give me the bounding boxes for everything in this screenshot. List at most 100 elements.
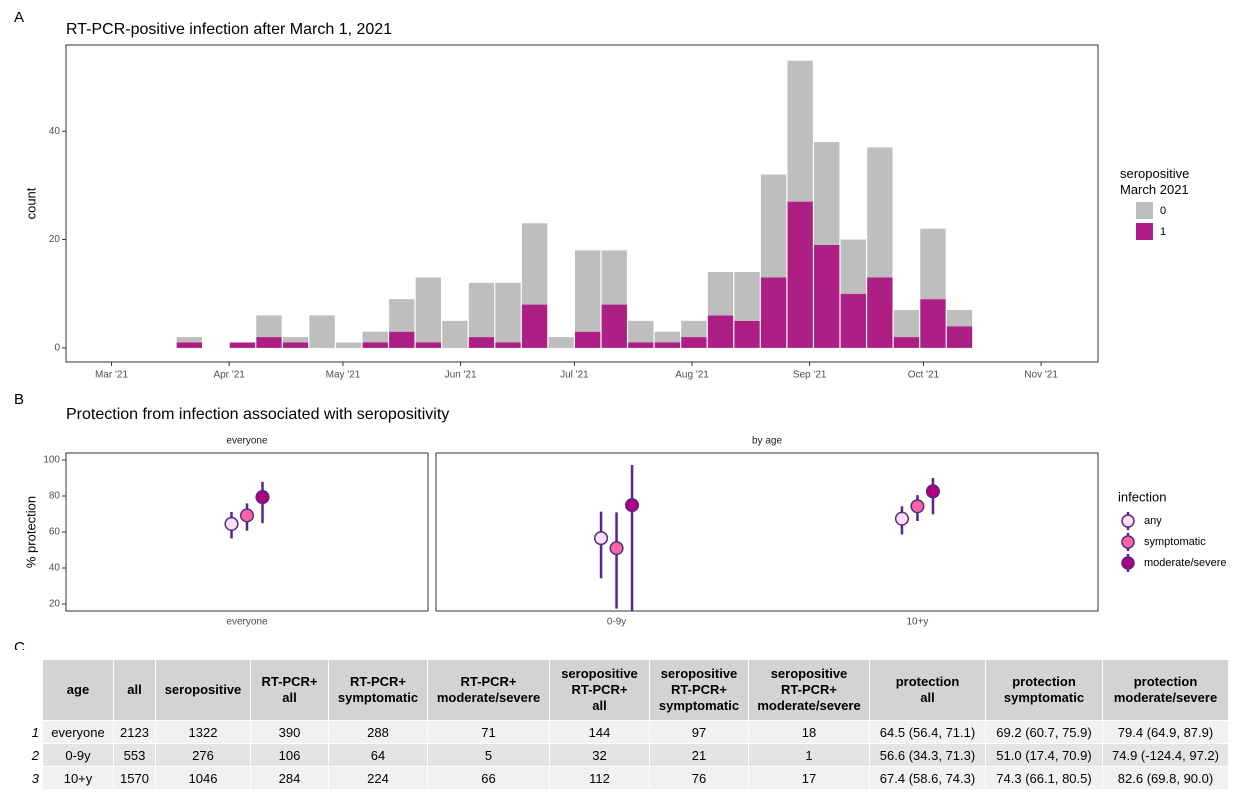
- y-tick-label: 60: [49, 527, 61, 538]
- bar-segment: [415, 277, 442, 343]
- bar-segment: [654, 331, 681, 343]
- y-tick-label: 40: [49, 563, 61, 574]
- bar-segment: [256, 337, 282, 348]
- table-cell: 76: [649, 766, 749, 790]
- bar-segment: [734, 320, 760, 348]
- table-cell: 390: [250, 720, 329, 744]
- facet-title: by age: [752, 436, 782, 447]
- table-cell: everyone: [42, 720, 114, 744]
- bar-segment: [495, 342, 521, 348]
- table-cell: 5: [427, 743, 550, 767]
- bar-segment: [681, 337, 707, 348]
- table-cell: 79.4 (64.9, 87.9): [1102, 720, 1229, 744]
- bar-segment: [946, 309, 973, 327]
- y-tick-label: 0: [54, 343, 60, 354]
- point: [255, 490, 270, 505]
- y-tick-label: 40: [49, 126, 61, 137]
- column-header: seropositive: [155, 659, 251, 721]
- table-cell: 106: [250, 743, 329, 767]
- table-cell: 284: [250, 766, 329, 790]
- column-header: seropositive RT-PCR+ symptomatic: [649, 659, 749, 721]
- column-header: protection all: [869, 659, 986, 721]
- panel-frame: [65, 44, 1099, 363]
- column-header: RT-PCR+ moderate/severe: [427, 659, 550, 721]
- bar-segment: [389, 331, 415, 348]
- table-cell: 97: [649, 720, 749, 744]
- bar-segment: [920, 228, 946, 300]
- legend-key: [1136, 223, 1153, 240]
- bar-segment: [760, 277, 787, 348]
- table-cell: 224: [328, 766, 428, 790]
- bar-segment: [468, 337, 495, 348]
- bar-segment: [946, 326, 973, 348]
- bar-segment: [840, 293, 866, 348]
- x-tick-label: Sep '21: [793, 370, 827, 381]
- table-cell: 17: [748, 766, 870, 790]
- bar-segment: [681, 320, 707, 338]
- legend-label: symptomatic: [1144, 536, 1206, 548]
- legend-label: 1: [1160, 226, 1166, 238]
- legend-label: any: [1144, 515, 1162, 527]
- bar-segment: [256, 315, 282, 338]
- legend-key: [1121, 514, 1135, 528]
- table-cell: 74.3 (66.1, 80.5): [985, 766, 1103, 790]
- point: [593, 531, 609, 546]
- bar-segment: [814, 244, 840, 348]
- bar-segment: [495, 282, 521, 343]
- bar-segment: [707, 315, 734, 348]
- table-cell: 21: [649, 743, 749, 767]
- x-tick-label: 0-9y: [607, 617, 626, 628]
- legend-title: infection: [1118, 489, 1166, 504]
- x-tick-label: Aug '21: [675, 370, 709, 381]
- table-cell: 288: [328, 720, 428, 744]
- x-tick-label: Nov '21: [1024, 370, 1058, 381]
- bar-segment: [920, 299, 946, 348]
- results-table: age all seropositive RT-PCR+ all RT-PCR+ sym…: [26, 659, 1229, 790]
- bar-segment: [468, 282, 495, 338]
- bar-segment: [415, 342, 442, 348]
- bar-segment: [707, 272, 734, 316]
- panel-label: A: [14, 9, 24, 26]
- y-axis-label: % protection: [23, 496, 38, 568]
- bar-segment: [282, 337, 309, 343]
- legend-key: [1136, 202, 1153, 219]
- bar-segment: [335, 342, 362, 348]
- legend-title: seropositive March 2021: [1120, 166, 1190, 197]
- bar-segment: [282, 342, 309, 348]
- y-tick-label: 80: [49, 491, 61, 502]
- point: [624, 498, 640, 513]
- facet-title: everyone: [226, 436, 268, 447]
- bar-segment: [867, 147, 893, 278]
- bar-segment: [893, 309, 920, 338]
- y-axis-label: count: [23, 187, 38, 219]
- point: [239, 508, 255, 523]
- table-cell: 64: [328, 743, 428, 767]
- bar-segment: [575, 250, 601, 332]
- table-cell: 51.0 (17.4, 70.9): [985, 743, 1103, 767]
- point: [224, 516, 239, 531]
- y-tick-label: 20: [49, 234, 61, 245]
- bar-segment: [389, 299, 415, 332]
- column-header: protection symptomatic: [985, 659, 1103, 721]
- bar-segment: [521, 223, 548, 305]
- bar-segment: [787, 201, 813, 348]
- x-tick-label: Apr '21: [213, 370, 245, 381]
- column-header: protection moderate/severe: [1102, 659, 1229, 721]
- y-tick-label: 20: [49, 599, 61, 610]
- table-cell: 112: [549, 766, 650, 790]
- panel-label: C: [14, 639, 25, 650]
- x-tick-label: 10+y: [906, 617, 928, 628]
- table-cell: 74.9 (-124.4, 97.2): [1102, 743, 1229, 767]
- bar-segment: [760, 174, 787, 278]
- point: [910, 499, 925, 514]
- x-tick-label: Jul '21: [560, 370, 589, 381]
- bar-segment: [734, 272, 760, 321]
- panel-frame: [435, 452, 1099, 612]
- column-header: age: [42, 659, 114, 721]
- table-cell: 67.4 (58.6, 74.3): [869, 766, 986, 790]
- bar-segment: [229, 342, 256, 348]
- panel-frame: [65, 452, 429, 612]
- bar-segment: [840, 239, 866, 294]
- table-cell: 144: [549, 720, 650, 744]
- table-cell: 82.6 (69.8, 90.0): [1102, 766, 1229, 790]
